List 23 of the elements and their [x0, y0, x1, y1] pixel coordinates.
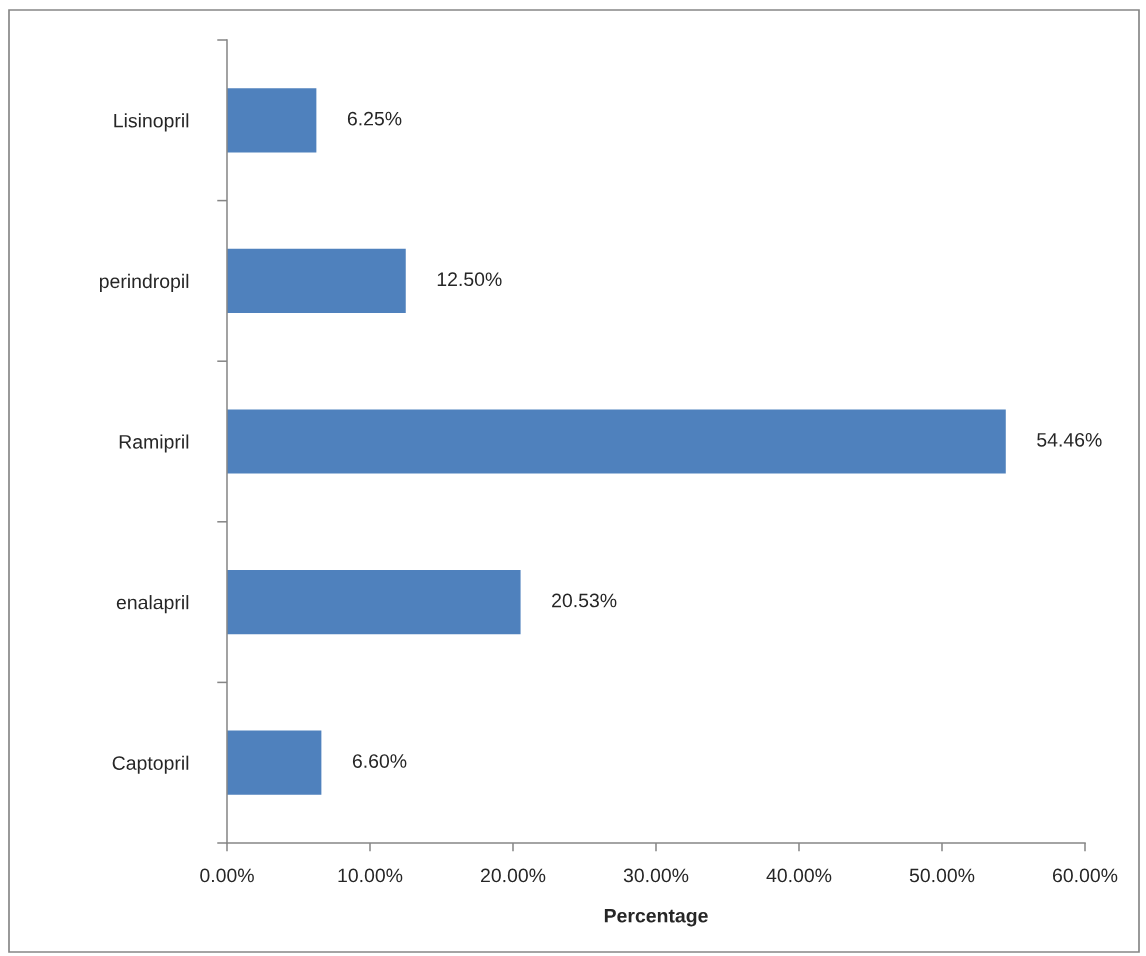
data-label: 12.50% — [437, 272, 502, 287]
data-label: 20.53% — [552, 593, 617, 608]
y-tick-label: enalapril — [116, 595, 189, 614]
x-tick-label: 50.00% — [909, 868, 975, 883]
x-tick-label: 20.00% — [481, 868, 546, 883]
bar — [227, 409, 1006, 474]
x-axis-title: Percentage — [604, 908, 708, 927]
data-label: 54.46% — [1037, 432, 1102, 447]
bar — [227, 88, 317, 153]
data-label: 6.60% — [352, 754, 407, 768]
y-tick-label: Lisinopril — [114, 113, 189, 132]
bar — [227, 730, 322, 795]
x-tick-label: 60.00% — [1053, 868, 1118, 883]
y-tick-label: Captopril — [112, 755, 189, 774]
y-tick-label: perindropil — [99, 273, 189, 292]
x-tick-label: 10.00% — [338, 868, 403, 883]
bar — [227, 569, 521, 635]
x-tick-label: 30.00% — [623, 868, 689, 883]
x-tick-label: 0.00% — [200, 868, 254, 883]
y-tick-label: Ramipril — [119, 434, 189, 453]
bar — [227, 248, 406, 314]
data-label: 6.25% — [347, 111, 402, 126]
x-tick-label: 40.00% — [766, 868, 832, 883]
